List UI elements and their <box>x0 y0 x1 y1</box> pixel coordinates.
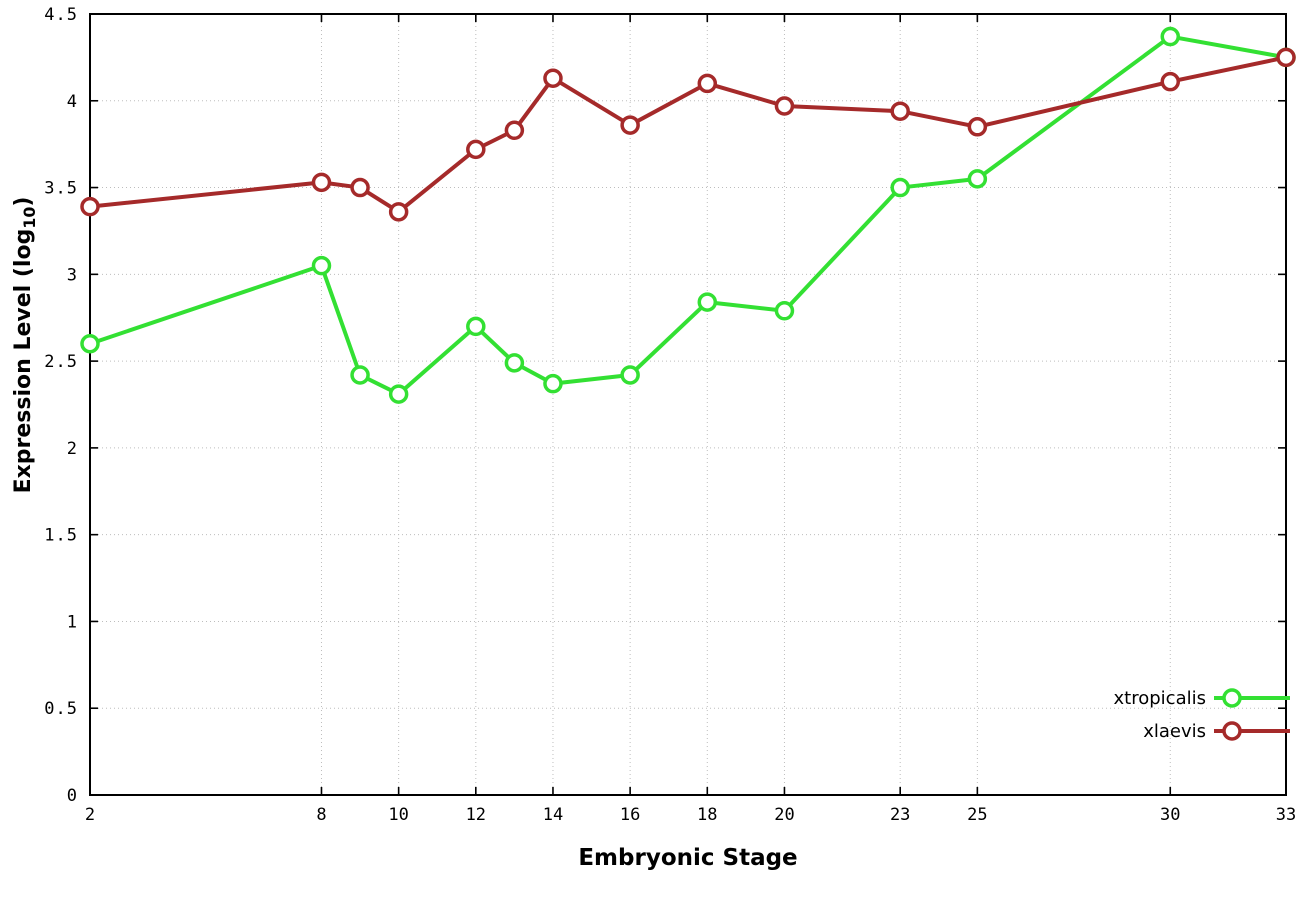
xtropicalis-point <box>890 177 910 198</box>
xlaevis-point <box>80 196 100 217</box>
legend-label-xlaevis: xlaevis <box>1143 721 1206 742</box>
y-tick-label: 0.5 <box>44 699 78 719</box>
legend: xtropicalis xlaevis <box>1114 688 1290 742</box>
y-tick-label: 3 <box>67 265 78 285</box>
xtropicalis-point <box>311 255 332 276</box>
series-xtropicalis-line <box>88 34 1288 397</box>
y-tick-label: 4.5 <box>44 5 78 25</box>
y-axis-title-subscript: 10 <box>20 206 40 229</box>
x-tick-label: 20 <box>774 805 794 825</box>
x-tick-label: 33 <box>1276 805 1296 825</box>
x-tick-label: 23 <box>890 805 910 825</box>
tick-labels: 2 8 10 12 14 16 18 20 23 25 30 33 0 0.5 1 1.5 2 2.5 3 3.5 4 4… <box>44 5 1296 825</box>
xlaevis-point <box>311 172 332 193</box>
x-tick-label: 30 <box>1160 805 1180 825</box>
x-tick-label: 16 <box>620 805 640 825</box>
tick-marks <box>89 13 1287 796</box>
xlaevis-point <box>466 139 486 160</box>
xlaevis-point <box>504 120 525 141</box>
legend-label-xtropicalis: xtropicalis <box>1114 688 1206 709</box>
xlaevis-point <box>388 202 409 222</box>
xlaevis-point <box>620 115 640 135</box>
y-tick-label: 4 <box>67 92 78 112</box>
xtropicalis-point <box>1160 26 1181 47</box>
plot-border <box>89 13 1287 796</box>
y-axis-title: Expression Level (log10) <box>11 197 39 494</box>
y-tick-label: 0 <box>67 786 78 806</box>
xlaevis-point <box>1276 47 1296 68</box>
y-axis-title-close: ) <box>10 196 36 207</box>
x-tick-label: 18 <box>697 805 717 825</box>
xtropicalis-point <box>350 365 370 385</box>
x-tick-label: 10 <box>388 805 408 825</box>
xlaevis-point <box>543 68 563 88</box>
series-xlaevis <box>80 47 1296 222</box>
xtropicalis-point <box>774 301 795 321</box>
y-tick-label: 3.5 <box>44 179 78 199</box>
x-tick-label: 8 <box>316 805 326 825</box>
gridlines <box>89 13 1287 796</box>
y-tick-label: 2.5 <box>44 352 78 372</box>
xtropicalis-point <box>80 334 100 354</box>
legend-sample-marker-xlaevis <box>1222 721 1242 741</box>
series-xtropicalis <box>80 26 1296 404</box>
xtropicalis-point <box>466 316 486 337</box>
y-tick-label: 2 <box>67 439 78 459</box>
xlaevis-point <box>697 73 718 94</box>
xlaevis-point <box>1160 71 1181 92</box>
series-xlaevis-line <box>88 55 1288 214</box>
xlaevis-point <box>350 177 370 198</box>
xtropicalis-point <box>543 373 563 394</box>
x-tick-label: 12 <box>466 805 486 825</box>
legend-sample-marker-xtropicalis <box>1222 688 1242 708</box>
x-tick-label: 25 <box>967 805 987 825</box>
xtropicalis-point <box>967 169 988 189</box>
xtropicalis-point <box>504 353 525 373</box>
xlaevis-point <box>774 96 795 116</box>
xlaevis-point <box>967 117 988 137</box>
x-tick-label: 14 <box>543 805 563 825</box>
y-tick-label: 1.5 <box>44 526 78 546</box>
x-tick-label: 2 <box>85 805 95 825</box>
xlaevis-point <box>890 101 910 121</box>
y-tick-label: 1 <box>67 612 78 632</box>
xtropicalis-point <box>388 384 409 404</box>
xtropicalis-point <box>620 365 640 385</box>
xtropicalis-point <box>697 292 718 312</box>
x-axis-title: Embryonic Stage <box>578 845 798 871</box>
y-axis-title-text: Expression Level (log <box>10 228 36 494</box>
